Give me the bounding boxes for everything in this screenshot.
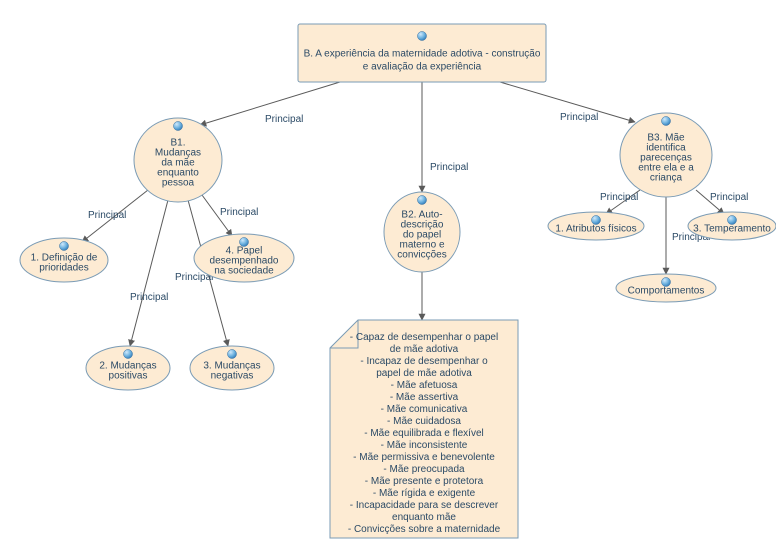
node-dot-icon	[124, 350, 133, 359]
memo-line: enquanto mãe	[392, 512, 456, 523]
node-b1_2: 2. Mudançaspositivas	[86, 346, 170, 390]
svg-text:B. A experiência da maternidad: B. A experiência da maternidade adotiva …	[304, 49, 541, 60]
svg-text:convicções: convicções	[397, 250, 446, 261]
edge	[130, 200, 168, 346]
edge-label: Principal	[88, 210, 126, 221]
svg-text:Comportamentos: Comportamentos	[628, 286, 705, 297]
memo-line: papel de mãe adotiva	[376, 368, 472, 379]
node-b1_4: 4. Papeldesempenhadona sociedade	[194, 234, 294, 282]
edge-label: Principal	[430, 162, 468, 173]
edge-label: Principal	[265, 114, 303, 125]
svg-text:prioridades: prioridades	[39, 263, 88, 274]
node-dot-icon	[174, 122, 183, 131]
memo-line: - Mãe rígida e exigente	[373, 488, 476, 499]
node-dot-icon	[418, 196, 427, 205]
node-dot-icon	[228, 350, 237, 359]
svg-text:na sociedade: na sociedade	[214, 266, 274, 277]
node-b1_1: 1. Definição deprioridades	[20, 238, 108, 282]
memo-node: - Capaz de desempenhar o papelde mãe ado…	[330, 320, 518, 538]
node-dot-icon	[662, 117, 671, 126]
svg-text:1. Atributos físicos: 1. Atributos físicos	[555, 224, 636, 235]
memo-line: - Incapacidade para se descrever	[350, 500, 499, 511]
diagram-canvas: Principal Principal Principal Principal Prin…	[0, 0, 776, 552]
svg-text:e avaliação da experiência: e avaliação da experiência	[363, 62, 482, 73]
node-b3_1: 1. Atributos físicos	[548, 212, 644, 240]
nodes-layer: B. A experiência da maternidade adotiva …	[20, 24, 776, 538]
svg-text:positivas: positivas	[109, 371, 148, 382]
memo-line: - Mãe inconsistente	[381, 440, 468, 451]
memo-line: - Mãe afetuosa	[391, 380, 458, 391]
memo-line: - Capaz de desempenhar o papel	[350, 332, 498, 343]
memo-line: - Mãe comunicativa	[381, 404, 468, 415]
edge-label: Principal	[130, 292, 168, 303]
edge-label: Principal	[710, 192, 748, 203]
node-b1: B1.Mudançasda mãeenquantopessoa	[134, 118, 222, 202]
svg-text:3. Temperamento: 3. Temperamento	[693, 224, 771, 235]
svg-text:criança: criança	[650, 173, 683, 184]
node-b1_3: 3. Mudançasnegativas	[190, 346, 274, 390]
memo-line: - Convicções sobre a maternidade	[348, 524, 501, 535]
node-b2: B2. Auto-descriçãodo papelmaterno econvi…	[384, 192, 460, 272]
edge-label: Principal	[600, 192, 638, 203]
memo-line: - Mãe assertiva	[390, 392, 459, 403]
memo-line: - Incapaz de desempenhar o	[360, 356, 488, 367]
edge-label: Principal	[220, 207, 258, 218]
memo-line: - Mãe presente e protetora	[365, 476, 484, 487]
memo-line: de mãe adotiva	[390, 344, 459, 355]
svg-text:pessoa: pessoa	[162, 178, 195, 189]
node-dot-icon	[418, 32, 427, 41]
node-b3_3: 3. Temperamento	[688, 212, 776, 240]
memo-line: - Mãe equilibrada e flexível	[364, 428, 484, 439]
memo-line: - Mãe preocupada	[383, 464, 465, 475]
node-b3_2: Comportamentos	[616, 274, 716, 302]
node-dot-icon	[60, 242, 69, 251]
memo-line: - Mãe cuidadosa	[387, 416, 461, 427]
root-node: B. A experiência da maternidade adotiva …	[298, 24, 546, 82]
edge-label: Principal	[560, 112, 598, 123]
memo-line: - Mãe permissiva e benevolente	[353, 452, 495, 463]
node-b3: B3. Mãeidentificaparecençasentre ela e a…	[620, 113, 712, 197]
svg-text:negativas: negativas	[211, 371, 254, 382]
